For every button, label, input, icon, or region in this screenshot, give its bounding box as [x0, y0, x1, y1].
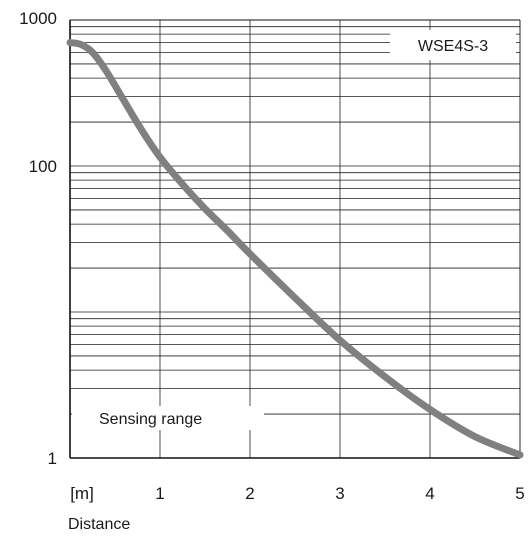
annotation-sensing-range: Sensing range [99, 411, 202, 428]
y-tick-labels: 1 100 1000 [19, 9, 57, 468]
grid [70, 20, 520, 458]
x-tick-label: 3 [335, 484, 344, 503]
legend: WSE4S-3 [390, 30, 516, 60]
y-tick-label: 1 [48, 449, 57, 468]
legend-box [390, 30, 516, 60]
plot-frame [69, 19, 521, 459]
x-tick-label: 5 [515, 484, 524, 503]
x-tick-label: 1 [155, 484, 164, 503]
y-tick-label: 1000 [19, 9, 57, 28]
y-tick-label: 100 [29, 157, 57, 176]
annotation-box [72, 406, 264, 430]
series-line-0 [66, 39, 524, 459]
series-layer [66, 39, 524, 459]
x-axis-title: Distance [68, 516, 130, 533]
x-tick-label: 4 [425, 484, 434, 503]
x-tick-labels: [m] 1 2 3 4 5 [70, 484, 525, 503]
legend-entry-label: WSE4S-3 [418, 38, 488, 55]
x-unit-label: [m] [70, 484, 94, 503]
x-tick-label: 2 [245, 484, 254, 503]
annotation: Sensing range [72, 406, 264, 430]
